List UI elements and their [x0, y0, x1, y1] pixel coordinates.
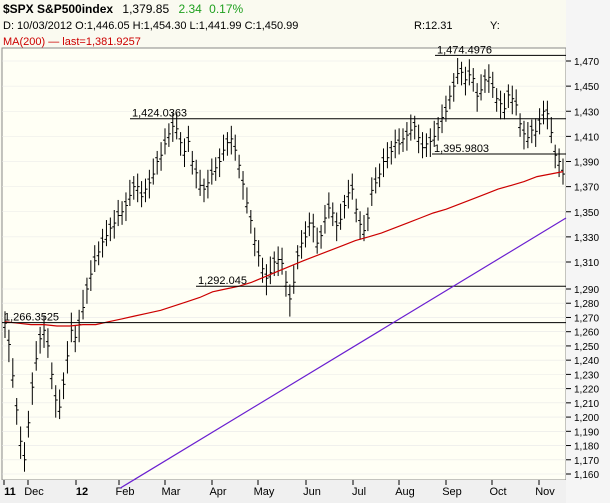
level-label: 1,292.045 [198, 275, 247, 287]
y-tick-label: 1,210 [574, 399, 599, 410]
y-tick-label: 1,270 [574, 313, 599, 324]
y-tick-label: 1,430 [574, 107, 599, 118]
last-price: 1,379.85 [122, 2, 170, 16]
x-tick-label: Nov [535, 486, 555, 498]
y-tick-label: 1,190 [574, 427, 599, 438]
y-tick-label: 1,330 [574, 233, 599, 244]
x-tick-label: Apr [209, 486, 226, 498]
x-tick-label: Oct [489, 486, 506, 498]
level-label: 1,395.9803 [434, 143, 489, 155]
y-tick-label: 1,370 [574, 183, 599, 194]
x-tick-label: May [254, 486, 275, 498]
y-tick-label: 1,250 [574, 342, 599, 353]
y-tick-label: 1,230 [574, 370, 599, 381]
y-tick-label: 1,170 [574, 456, 599, 467]
ohlc-text: D: 10/03/2012 O:1,446.05 H:1,454.30 L:1,… [3, 20, 299, 32]
level-label: 1,266.3525 [4, 312, 59, 324]
ohlc-line: D: 10/03/2012 O:1,446.05 H:1,454.30 L:1,… [3, 20, 298, 32]
y-tick-label: 1,450 [574, 82, 599, 93]
r-value: R:12.31 [414, 20, 453, 32]
trend-line [119, 217, 567, 489]
plot-area [1, 47, 567, 481]
y-label: Y: [490, 20, 500, 32]
y-tick-label: 1,310 [574, 258, 599, 269]
y-tick-label: 1,350 [574, 208, 599, 219]
y-tick-label: 1,470 [574, 57, 599, 68]
level-label: 1,474.4976 [437, 44, 492, 56]
y-axis-band [566, 0, 610, 503]
price-change-pct: 0.17% [209, 2, 244, 16]
x-axis-band [0, 480, 610, 503]
x-tick-label: 12 [76, 486, 88, 498]
price-change: 2.34 [178, 2, 202, 16]
ma-legend: MA(200) — last=1,381.9257 [3, 36, 141, 48]
ma200-line [4, 171, 564, 327]
y-tick-label: 1,290 [574, 285, 599, 296]
x-tick-label: Jul [352, 486, 366, 498]
symbol-title: $SPX S&P500index [3, 2, 114, 16]
y-tick-label: 1,180 [574, 442, 599, 453]
y-tick-label: 1,410 [574, 132, 599, 143]
y-tick-label: 1,220 [574, 385, 599, 396]
x-tick-label: Aug [395, 486, 415, 498]
y-tick-label: 1,260 [574, 328, 599, 339]
level-label: 1,424.0363 [132, 108, 187, 120]
x-tick-label: Feb [116, 486, 135, 498]
x-tick-label: Dec [24, 486, 44, 498]
y-tick-label: 1,200 [574, 413, 599, 424]
x-tick-label: Jun [303, 486, 321, 498]
y-tick-label: 1,280 [574, 299, 599, 310]
y-tick-label: 1,390 [574, 158, 599, 169]
x-tick-label: 11 [4, 486, 16, 498]
x-tick-label: Mar [162, 486, 181, 498]
y-tick-label: 1,240 [574, 356, 599, 367]
y-tick-label: 1,160 [574, 470, 599, 481]
x-tick-label: Sep [442, 486, 462, 498]
chart-header-line-1: $SPX S&P500index 1,379.85 2.34 0.17% [3, 2, 243, 16]
